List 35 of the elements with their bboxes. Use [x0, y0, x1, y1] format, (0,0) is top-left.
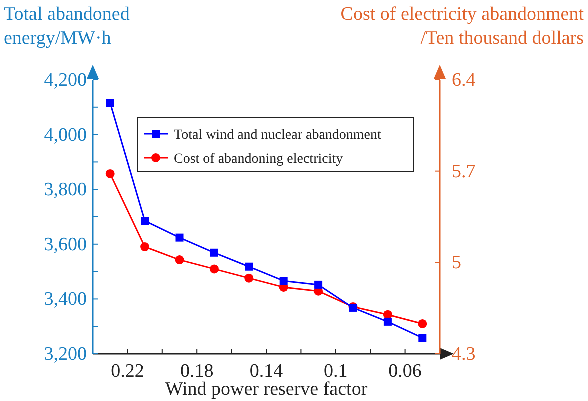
- legend-label: Cost of abandoning electricity: [174, 152, 344, 167]
- x-tick-label: 0.22: [111, 361, 144, 382]
- point: [418, 319, 428, 328]
- y-axis-title: Total abandoned energy/MW·h: [4, 4, 130, 49]
- y-tick-label: 3,800: [44, 180, 87, 201]
- point: [245, 262, 254, 271]
- point: [210, 264, 219, 274]
- y2-tick-label: 4.3: [452, 344, 476, 365]
- x-tick-label: 0.1: [324, 361, 348, 382]
- point: [140, 242, 150, 252]
- y-tick-label: 3,200: [44, 344, 87, 365]
- x-tick-label: 0.06: [388, 361, 422, 382]
- point: [210, 248, 218, 257]
- point: [314, 280, 323, 289]
- x-axis-title: Wind power reserve factor: [165, 379, 368, 400]
- y2-axis-title: Cost of electricity abandonment /Ten thousand dollars: [340, 4, 585, 49]
- y-tick-label: 3,600: [44, 234, 87, 256]
- y-tick-label: 4,000: [44, 124, 87, 146]
- x-tick-label: 0.14: [250, 361, 284, 382]
- point: [175, 256, 184, 265]
- point: [244, 274, 254, 283]
- legend-label: Total wind and nuclear abandonment: [174, 128, 382, 143]
- y-tick-label: 4,200: [44, 70, 87, 91]
- y2-tick-label: 5: [452, 252, 462, 274]
- y-tick-label: 3,400: [44, 289, 87, 310]
- point: [280, 277, 288, 286]
- point: [106, 169, 115, 178]
- point: [176, 234, 184, 242]
- y2-tick-label: 6.4: [452, 70, 476, 91]
- point: [384, 318, 392, 326]
- x-tick-label: 0.18: [180, 361, 214, 382]
- point: [141, 217, 150, 226]
- point: [418, 334, 427, 342]
- y2-tick-label: 5.7: [452, 161, 476, 182]
- point: [106, 99, 114, 108]
